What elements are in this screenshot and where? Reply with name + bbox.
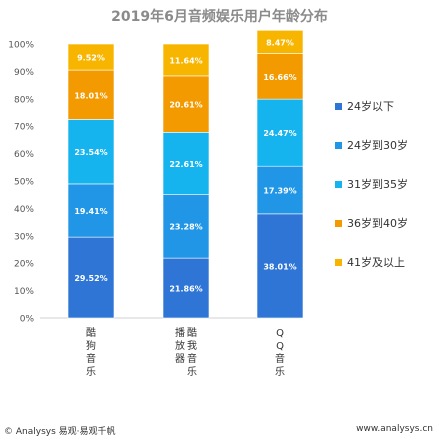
legend-swatch (335, 142, 342, 149)
data-label: 9.52% (77, 54, 105, 63)
data-label: 8.47% (266, 38, 294, 47)
legend-label: 24岁以下 (347, 99, 394, 113)
data-label: 23.28% (169, 223, 202, 232)
chart-title: 2019年6月音频娱乐用户年龄分布 (111, 9, 328, 25)
bar-segment (67, 183, 115, 238)
bar-segment (162, 75, 210, 133)
legend-swatch (335, 103, 342, 110)
x-category-label: 放 (175, 339, 185, 352)
x-category-label: Q (276, 341, 284, 352)
x-category-label: 乐 (187, 366, 197, 378)
x-category-label: Q (276, 328, 284, 339)
legend-label: 36岁到40岁 (347, 216, 408, 230)
bar-segment (256, 98, 304, 167)
data-label: 18.01% (74, 91, 107, 100)
y-tick-label: 90% (14, 68, 34, 78)
x-category-label: 音 (187, 352, 197, 365)
bar-segment (67, 236, 115, 319)
bar-segment (162, 194, 210, 259)
data-label: 20.61% (169, 101, 202, 110)
data-label: 24.47% (263, 129, 296, 138)
x-category-label: 音 (275, 352, 285, 365)
data-label: 17.39% (263, 187, 296, 196)
x-category-label: 狗 (86, 339, 96, 352)
footer-source: © Analysys 易观·易观千帆 (4, 427, 116, 437)
legend-swatch (335, 220, 342, 227)
data-label: 23.54% (74, 148, 107, 157)
data-label: 29.52% (74, 274, 107, 283)
y-tick-label: 50% (14, 178, 34, 188)
bar-segment (256, 53, 304, 100)
y-tick-label: 0% (20, 315, 35, 325)
y-tick-label: 100% (8, 41, 34, 51)
data-label: 19.41% (74, 207, 107, 216)
legend-swatch (335, 181, 342, 188)
data-label: 16.66% (263, 73, 296, 82)
legend-label: 31岁到35岁 (347, 177, 408, 191)
data-label: 22.61% (169, 160, 202, 169)
bar-segment (256, 213, 304, 319)
bar-segment (67, 119, 115, 185)
bar-segment (162, 43, 210, 77)
bar-segment (162, 132, 210, 195)
y-tick-label: 40% (14, 205, 34, 215)
y-tick-label: 20% (14, 260, 34, 270)
data-label: 21.86% (169, 285, 202, 294)
bar-segment (256, 29, 304, 54)
bar-segment (67, 69, 115, 120)
bar-segment (162, 257, 210, 319)
x-category-label: 播 (175, 326, 185, 339)
y-tick-label: 70% (14, 123, 34, 133)
x-category-label: 器 (175, 353, 185, 365)
y-tick-label: 80% (14, 95, 34, 105)
x-category-label: 乐 (86, 366, 96, 378)
x-category-label: 酷 (86, 327, 96, 339)
x-category-label: 酷 (187, 327, 197, 339)
footer-url: www.analysys.cn (356, 424, 433, 434)
x-category-label: 音 (86, 352, 96, 365)
x-category-label: 我 (187, 340, 197, 352)
legend-label: 24岁到30岁 (347, 138, 408, 152)
bar-segment (67, 43, 115, 71)
y-tick-label: 10% (14, 287, 34, 297)
legend-label: 41岁及以上 (347, 255, 405, 269)
y-tick-label: 30% (14, 232, 34, 242)
data-label: 38.01% (263, 262, 296, 271)
legend-swatch (335, 259, 342, 266)
x-category-label: 乐 (275, 366, 285, 378)
bar-segment (256, 165, 304, 215)
data-label: 11.64% (169, 56, 202, 65)
y-tick-label: 60% (14, 150, 34, 160)
